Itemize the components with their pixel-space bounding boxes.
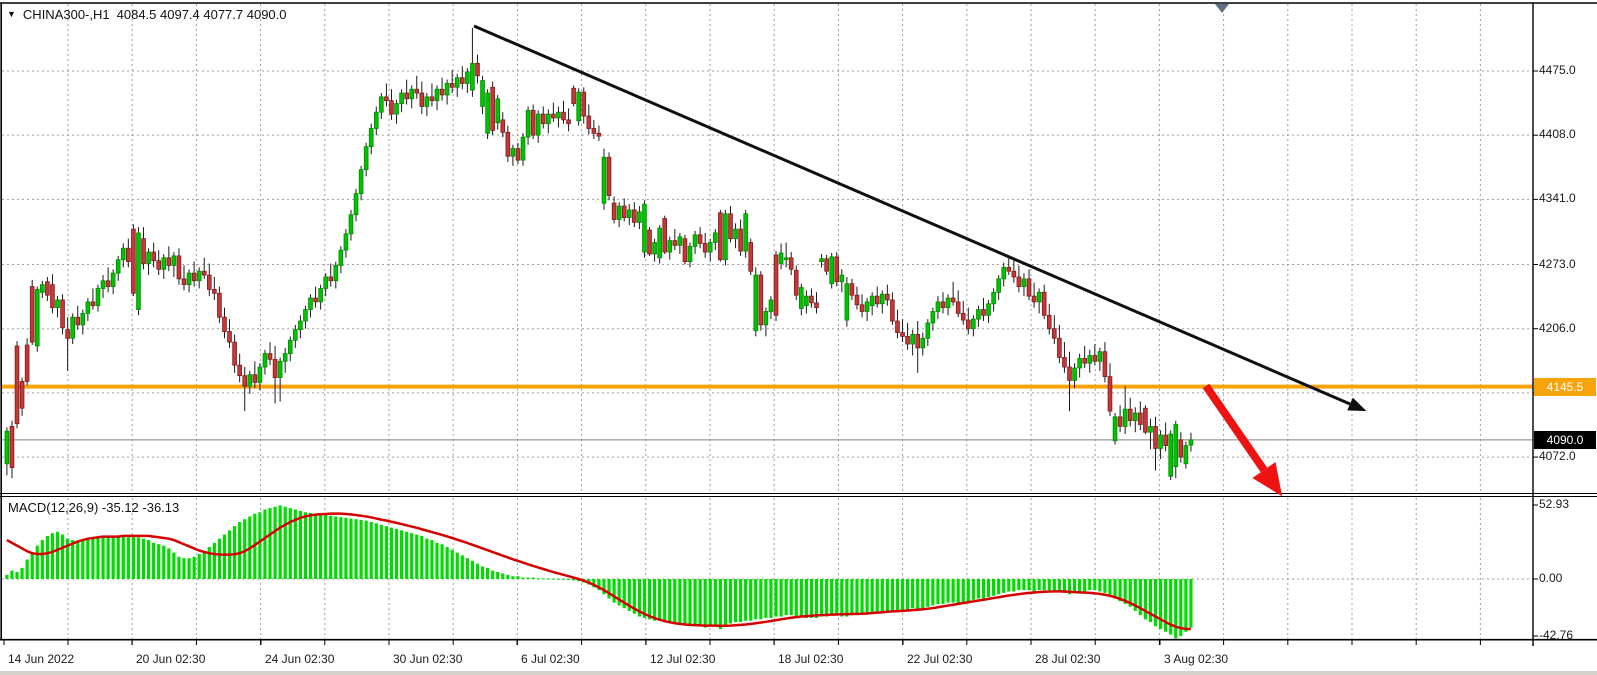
macd-axis-label: 0.00 [1539, 571, 1563, 585]
price-axis-label: 4206.0 [1539, 320, 1576, 335]
time-axis-label: 18 Jul 02:30 [778, 652, 844, 666]
current-price-badge: 4090.0 [1534, 431, 1596, 449]
time-axis-label: 30 Jun 02:30 [393, 652, 463, 666]
time-axis-label: 14 Jun 2022 [8, 652, 75, 666]
time-axis-label: 3 Aug 02:30 [1164, 652, 1229, 666]
price-axis-label: 4072.0 [1539, 449, 1576, 464]
chart-title: ▼ CHINA300-,H1 4084.5 4097.4 4077.7 4090… [7, 7, 287, 22]
symbol-dropdown-icon[interactable]: ▼ [7, 8, 16, 19]
time-axis-label: 22 Jul 02:30 [907, 652, 973, 666]
macd-indicator-label: MACD(12,26,9) -35.12 -36.13 [8, 500, 180, 515]
time-axis-label: 6 Jul 02:30 [521, 652, 580, 666]
chart-shift-marker-icon[interactable] [1215, 4, 1229, 13]
macd-axis-label: -42.76 [1539, 628, 1574, 642]
price-axis-label: 4273.0 [1539, 256, 1576, 271]
time-axis-label: 28 Jul 02:30 [1035, 652, 1101, 666]
price-axis-label: 4408.0 [1539, 127, 1576, 142]
ohlc-values: 4084.5 4097.4 4077.7 4090.0 [116, 7, 287, 22]
symbol-period-label: CHINA300-,H1 [22, 7, 110, 22]
time-axis-label: 20 Jun 02:30 [136, 652, 206, 666]
macd-axis-label: 52.93 [1539, 497, 1570, 511]
window-bottom-edge [0, 671, 1597, 675]
order-price-badge: 4145.5 [1534, 378, 1596, 396]
time-axis-label: 12 Jul 02:30 [650, 652, 716, 666]
time-axis-label: 24 Jun 02:30 [265, 652, 335, 666]
price-axis-label: 4341.0 [1539, 191, 1576, 206]
price-axis-label: 4475.0 [1539, 63, 1576, 77]
